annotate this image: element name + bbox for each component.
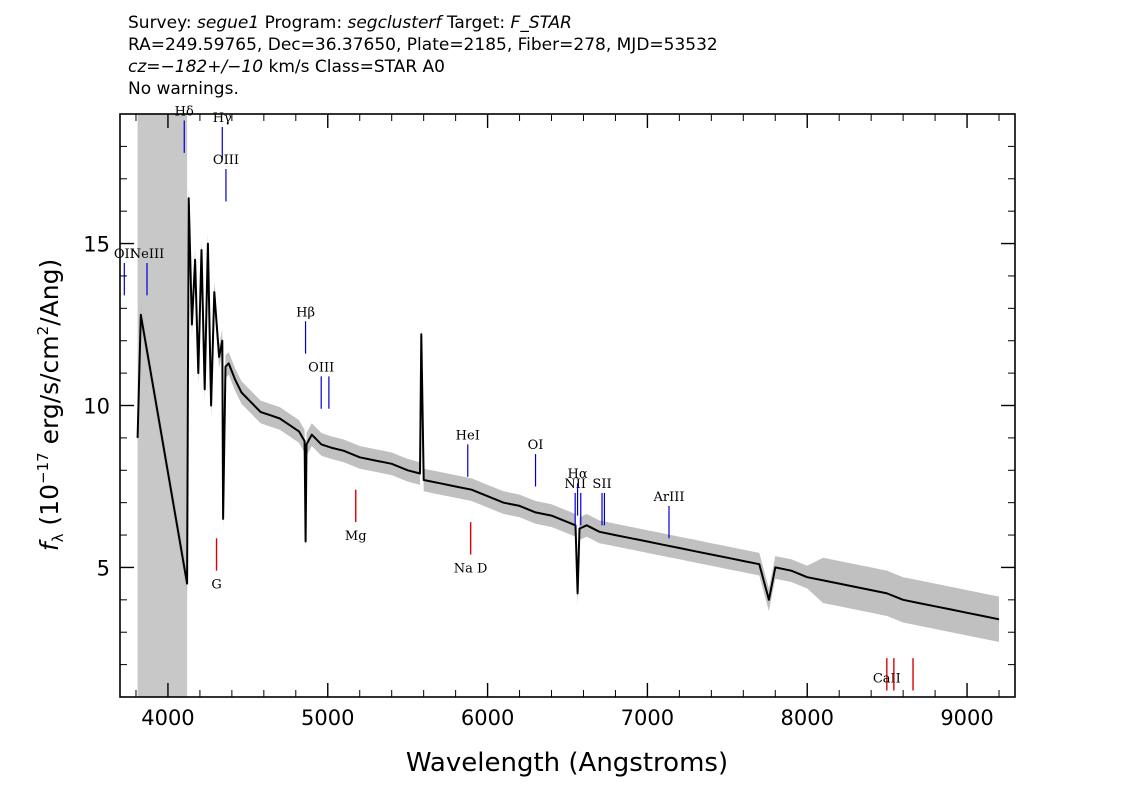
x-tick-label: 6000 [461,706,514,730]
cz-value: cz=−182+/−10 [128,57,264,77]
class-text: km/s Class=STAR A0 [268,57,445,77]
survey-line: Survey: segue1 Program: segclusterf Targ… [128,12,718,34]
x-axis-label: Wavelength (Angstroms) [406,748,728,778]
absorption-line-label: CaII [873,672,901,687]
emission-line-label: HeI [456,428,480,443]
y-label-exp2: 2 [34,326,52,336]
x-tick-label: 5000 [301,706,354,730]
redshift-line: cz=−182+/−10 km/s Class=STAR A0 [128,56,718,78]
axis-ticks-layer: 4000 5000 6000 7000 8000 9000 5 10 15 [83,114,1015,730]
x-tick-label: 9000 [940,706,993,730]
emission-line-label: Hδ [175,104,194,119]
emission-line-label: OIII [308,360,334,375]
y-label-text2: erg/s/cm [35,335,64,452]
y-label-text3: /Ang) [35,259,64,326]
error-band-layer [137,186,1000,642]
masked-region-layer [137,114,188,697]
survey-label: Survey: [128,13,192,33]
target-value: F_STAR [510,13,572,33]
spectrum-header: Survey: segue1 Program: segclusterf Targ… [128,12,718,100]
emission-line-label: Hα [568,467,588,482]
y-label-exp1: −17 [34,452,52,484]
y-tick-label: 10 [83,395,110,419]
coordinates-line: RA=249.59765, Dec=36.37650, Plate=2185, … [128,35,718,55]
y-label-text1: (10 [35,484,64,534]
absorption-line-label: Mg [345,529,367,544]
survey-value: segue1 [197,13,260,33]
emission-line-label: OI [528,438,544,453]
emission-line-label: Hβ [296,305,315,320]
spectrum-series-layer [136,197,1000,621]
emission-line-label: OII [114,247,135,262]
emission-line-label: ArIII [652,490,684,505]
emission-line-label: OIII [213,153,239,168]
program-value: segclusterf [347,13,442,33]
x-tick-label: 8000 [781,706,834,730]
x-tick-label: 7000 [621,706,674,730]
x-tick-label: 4000 [141,706,194,730]
y-tick-label: 5 [97,556,110,580]
emission-line-label: NeIII [130,247,164,262]
absorption-line-label: G [211,578,221,593]
y-label-sub: λ [49,533,67,542]
spectrum-line [136,197,1000,621]
absorption-line-label: Na D [454,561,488,576]
program-label: Program: [264,13,343,33]
emission-line-label: NII [564,477,586,492]
error-band [137,186,1000,642]
y-axis-label: fλ (10−17 erg/s/cm2/Ang) [34,259,67,551]
y-tick-label: 15 [83,233,110,257]
target-label: Target: [446,13,506,33]
emission-line-label: SII [592,477,611,492]
masked-region [137,114,188,697]
warnings-line: No warnings. [128,79,239,99]
